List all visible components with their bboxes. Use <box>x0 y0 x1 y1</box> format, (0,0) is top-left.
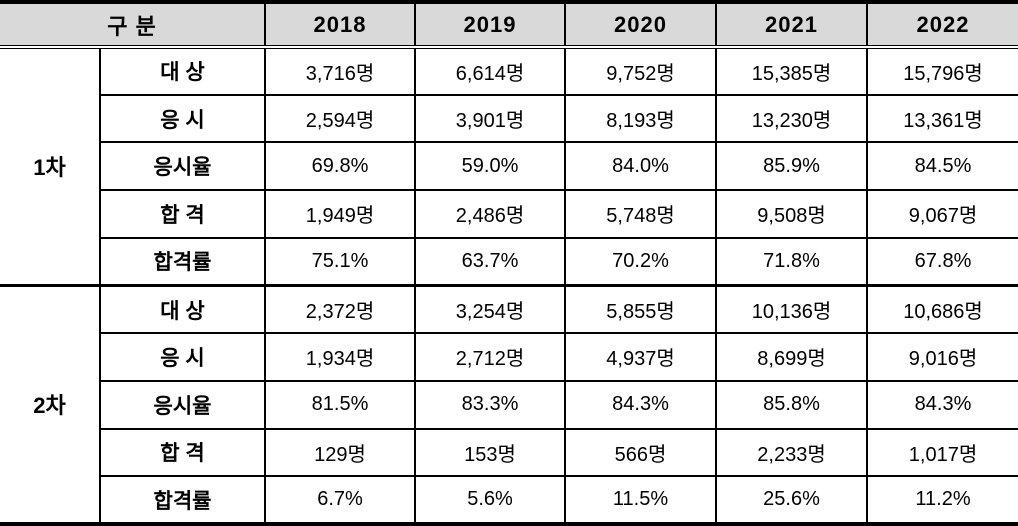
cell-round1-passed-2021: 9,508명 <box>715 189 868 239</box>
table-row-round1-passed: 합 격 1,949명 2,486명 5,748명 9,508명 9,067명 <box>0 189 1018 239</box>
cell-round1-target-2019: 6,614명 <box>414 46 566 96</box>
cell-round1-pass-rate-2018: 75.1% <box>264 236 416 287</box>
cell-round1-apply-rate-2022: 84.5% <box>866 141 1018 192</box>
section-label-round2: 2차 <box>0 283 101 526</box>
year-header-2022: 2022 <box>866 0 1018 49</box>
cell-round2-pass-rate-2022: 11.2% <box>866 475 1018 526</box>
cell-round1-passed-2020: 5,748명 <box>564 189 717 239</box>
cell-round2-pass-rate-2018: 6.7% <box>264 475 416 526</box>
row-label-passed: 합 격 <box>99 189 266 239</box>
cell-round1-apply-rate-2019: 59.0% <box>414 141 566 192</box>
table-row-round2-target: 2차 대 상 2,372명 3,254명 5,855명 10,136명 10,6… <box>0 283 1018 526</box>
cell-round1-target-2022: 15,796명 <box>866 46 1018 96</box>
table-row-round2-apply-rate: 응시율 81.5% 83.3% 84.3% 85.8% 84.3% <box>0 379 1018 430</box>
table-row-round2-passed: 합 격 129명 153명 566명 2,233명 1,017명 <box>0 427 1018 478</box>
cell-round1-target-2020: 9,752명 <box>564 46 717 96</box>
category-header: 구 분 <box>0 0 266 49</box>
cell-round1-pass-rate-2022: 67.8% <box>866 236 1018 287</box>
cell-round1-apply-rate-2018: 69.8% <box>264 141 416 192</box>
cell-round2-applied-2019: 2,712명 <box>414 332 566 382</box>
cell-round2-passed-2022: 1,017명 <box>866 427 1018 478</box>
cell-round1-pass-rate-2020: 70.2% <box>564 236 717 287</box>
cell-round2-target-2022: 10,686명 <box>866 283 1018 335</box>
header-row: 구 분 2018 2019 2020 2021 2022 <box>0 0 1018 49</box>
cell-round1-applied-2022: 13,361명 <box>866 93 1018 144</box>
cell-round2-target-2021: 10,136명 <box>715 283 868 335</box>
year-header-2020: 2020 <box>564 0 717 49</box>
row-label-target: 대 상 <box>99 283 266 335</box>
cell-round1-applied-2021: 13,230명 <box>715 93 868 144</box>
cell-round2-apply-rate-2019: 83.3% <box>414 379 566 430</box>
cell-round1-applied-2018: 2,594명 <box>264 93 416 144</box>
table-row-round1-applied: 응 시 2,594명 3,901명 8,193명 13,230명 13,361명 <box>0 93 1018 144</box>
section-label-round1: 1차 <box>0 45 101 287</box>
cell-round2-passed-2019: 153명 <box>414 427 566 478</box>
cell-round1-target-2021: 15,385명 <box>715 46 868 96</box>
table-row-round1-target: 1차 대 상 3,716명 6,614명 9,752명 15,385명 15,7… <box>0 45 1018 287</box>
cell-round2-target-2018: 2,372명 <box>264 283 416 335</box>
cell-round2-target-2020: 5,855명 <box>564 283 717 335</box>
row-label-pass-rate: 합격률 <box>99 475 266 526</box>
row-label-apply-rate: 응시율 <box>99 379 266 430</box>
cell-round2-applied-2021: 8,699명 <box>715 332 868 382</box>
year-header-2019: 2019 <box>414 0 566 49</box>
row-label-apply-rate: 응시율 <box>99 141 266 192</box>
cell-round2-target-2019: 3,254명 <box>414 283 566 335</box>
cell-round1-passed-2019: 2,486명 <box>414 189 566 239</box>
cell-round1-passed-2022: 9,067명 <box>866 189 1018 239</box>
cell-round2-pass-rate-2019: 5.6% <box>414 475 566 526</box>
row-label-applied: 응 시 <box>99 332 266 382</box>
table-row-round2-applied: 응 시 1,934명 2,712명 4,937명 8,699명 9,016명 <box>0 332 1018 382</box>
cell-round2-pass-rate-2021: 25.6% <box>715 475 868 526</box>
cell-round1-apply-rate-2020: 84.0% <box>564 141 717 192</box>
cell-round2-applied-2018: 1,934명 <box>264 332 416 382</box>
cell-round2-applied-2020: 4,937명 <box>564 332 717 382</box>
cell-round1-apply-rate-2021: 85.9% <box>715 141 868 192</box>
cell-round1-pass-rate-2021: 71.8% <box>715 236 868 287</box>
cell-round2-apply-rate-2020: 84.3% <box>564 379 717 430</box>
row-label-passed: 합 격 <box>99 427 266 478</box>
cell-round2-apply-rate-2018: 81.5% <box>264 379 416 430</box>
table-row-round2-pass-rate: 합격률 6.7% 5.6% 11.5% 25.6% 11.2% <box>0 475 1018 526</box>
cell-round1-passed-2018: 1,949명 <box>264 189 416 239</box>
cell-round2-pass-rate-2020: 11.5% <box>564 475 717 526</box>
cell-round2-passed-2018: 129명 <box>264 427 416 478</box>
row-label-target: 대 상 <box>99 46 266 96</box>
year-header-2021: 2021 <box>715 0 868 49</box>
cell-round1-target-2018: 3,716명 <box>264 46 416 96</box>
table-row-round1-apply-rate: 응시율 69.8% 59.0% 84.0% 85.9% 84.5% <box>0 141 1018 192</box>
cell-round1-pass-rate-2019: 63.7% <box>414 236 566 287</box>
row-label-applied: 응 시 <box>99 93 266 144</box>
cell-round2-apply-rate-2022: 84.3% <box>866 379 1018 430</box>
table-row-round1-pass-rate: 합격률 75.1% 63.7% 70.2% 71.8% 67.8% <box>0 236 1018 287</box>
cell-round2-passed-2021: 2,233명 <box>715 427 868 478</box>
year-header-2018: 2018 <box>264 0 416 49</box>
cell-round1-applied-2019: 3,901명 <box>414 93 566 144</box>
cell-round2-passed-2020: 566명 <box>564 427 717 478</box>
cell-round1-applied-2020: 8,193명 <box>564 93 717 144</box>
row-label-pass-rate: 합격률 <box>99 236 266 287</box>
cell-round2-apply-rate-2021: 85.8% <box>715 379 868 430</box>
cell-round2-applied-2022: 9,016명 <box>866 332 1018 382</box>
